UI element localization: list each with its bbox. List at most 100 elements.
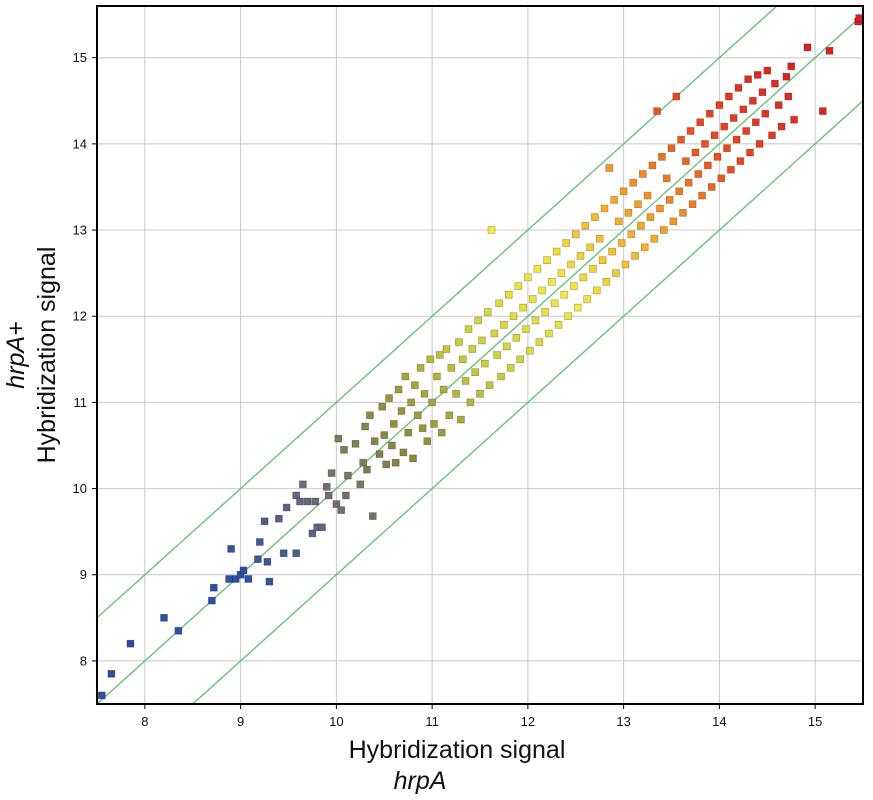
data-point	[487, 226, 496, 234]
data-point	[543, 256, 551, 265]
data-point	[340, 445, 348, 454]
data-point	[407, 398, 415, 407]
data-point	[466, 398, 475, 407]
data-point	[474, 316, 482, 325]
reference-line-identity	[96, 14, 864, 705]
data-point	[397, 407, 406, 415]
data-point	[707, 183, 716, 191]
reference-lines	[96, 5, 864, 705]
x-axis-subtitle: hrpA	[394, 767, 447, 795]
data-point	[468, 345, 477, 353]
data-point	[573, 303, 582, 312]
data-point	[686, 127, 695, 135]
data-point	[210, 583, 218, 592]
data-point	[378, 402, 387, 411]
data-point	[356, 480, 365, 489]
data-point	[254, 555, 262, 564]
data-point	[562, 239, 571, 247]
data-point	[749, 97, 757, 105]
x-axis-title: Hybridization signal	[349, 736, 566, 764]
data-point	[710, 131, 719, 140]
data-point	[667, 144, 676, 152]
data-point	[732, 135, 741, 144]
data-point	[533, 264, 542, 273]
data-point	[713, 153, 722, 161]
data-point	[736, 157, 745, 165]
data-point	[292, 549, 301, 558]
data-point	[98, 691, 106, 700]
data-point	[359, 458, 368, 467]
data-point	[669, 217, 678, 226]
data-point	[401, 372, 410, 381]
data-point	[483, 308, 492, 316]
x-tick-label: 9	[237, 714, 244, 729]
data-point	[478, 336, 486, 345]
data-point	[696, 118, 705, 127]
data-point	[638, 170, 647, 178]
data-point	[420, 389, 429, 398]
data-point	[461, 377, 470, 385]
y-axis-ticks: 8 9 10 11 12 13 14 15	[73, 50, 97, 668]
data-point	[720, 122, 729, 131]
data-point	[437, 428, 446, 437]
data-point	[571, 230, 580, 239]
data-point	[514, 282, 523, 290]
data-point	[282, 503, 291, 512]
data-point	[490, 329, 499, 338]
data-point	[225, 575, 233, 583]
data-point	[404, 428, 413, 437]
data-point	[567, 260, 575, 269]
data-point	[744, 75, 752, 83]
data-point	[777, 122, 786, 131]
data-point	[409, 454, 417, 463]
data-point	[742, 127, 751, 135]
y-axis-subtitle-group: hrpA+	[2, 321, 30, 388]
data-point	[560, 290, 569, 299]
data-point	[423, 437, 432, 446]
data-point	[554, 320, 563, 329]
data-point	[471, 368, 480, 377]
data-point	[739, 105, 748, 114]
data-point	[579, 273, 588, 282]
data-point	[433, 372, 441, 381]
data-point	[442, 345, 451, 353]
data-point	[662, 174, 671, 183]
data-point	[672, 92, 681, 101]
data-point	[608, 247, 616, 256]
data-point	[368, 512, 377, 520]
data-point	[502, 342, 511, 351]
data-point	[388, 441, 396, 450]
data-point	[504, 290, 513, 299]
data-point	[458, 355, 467, 364]
data-point	[375, 450, 384, 458]
data-point	[547, 277, 556, 286]
grid	[97, 6, 863, 704]
data-point	[586, 243, 594, 252]
data-point	[656, 204, 664, 213]
data-point	[634, 200, 642, 208]
data-point	[418, 424, 427, 433]
y-tick-label: 14	[73, 136, 87, 151]
data-point	[495, 299, 503, 308]
data-point	[232, 575, 240, 583]
data-point	[640, 243, 649, 252]
data-point	[600, 204, 609, 213]
data-point	[643, 191, 652, 200]
data-point	[729, 114, 738, 122]
data-point	[717, 174, 726, 183]
x-tick-label: 10	[329, 714, 343, 729]
data-point	[399, 448, 408, 457]
data-point	[366, 411, 374, 420]
data-point	[589, 264, 597, 273]
data-point	[694, 170, 703, 178]
data-point	[327, 469, 336, 477]
data-point	[292, 491, 301, 500]
y-axis-subtitle: hrpA+	[2, 321, 30, 388]
data-point	[677, 135, 685, 144]
data-point	[480, 359, 489, 368]
data-point	[679, 209, 687, 217]
data-point	[535, 338, 544, 346]
data-point	[485, 381, 494, 390]
data-point	[725, 92, 733, 101]
data-point	[416, 364, 425, 372]
